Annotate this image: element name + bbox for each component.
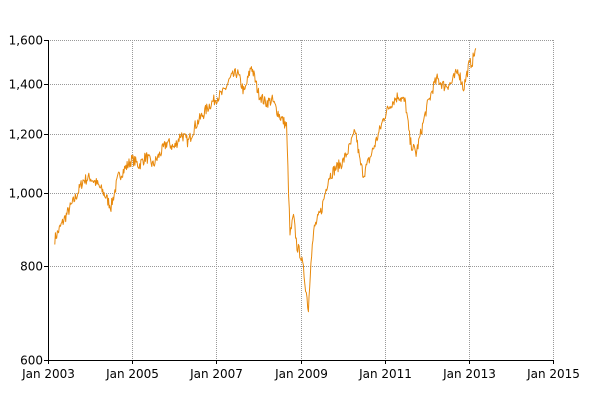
series-line bbox=[54, 48, 477, 313]
x-tick-label: Jan 2011 bbox=[358, 367, 412, 381]
x-tick-label: Jan 2009 bbox=[274, 367, 328, 381]
y-tick-label: 1,600 bbox=[9, 34, 43, 48]
series-layer bbox=[54, 48, 477, 313]
x-tick-label: Jan 2013 bbox=[442, 367, 496, 381]
y-tick-label: 600 bbox=[20, 354, 43, 368]
y-tick-label: 1,400 bbox=[9, 78, 43, 92]
tick-labels: Jan 2003 Jan 2005 Jan 2007 Jan 2009 Jan 2011… bbox=[9, 34, 580, 382]
x-tick-label: Jan 2015 bbox=[526, 367, 580, 381]
x-tick-label: Jan 2003 bbox=[21, 367, 75, 381]
x-tick-label: Jan 2005 bbox=[105, 367, 159, 381]
y-tick-label: 1,000 bbox=[9, 187, 43, 201]
axes bbox=[44, 40, 554, 364]
y-tick-label: 800 bbox=[20, 260, 43, 274]
y-tick-label: 1,200 bbox=[9, 128, 43, 142]
x-tick-label: Jan 2007 bbox=[189, 367, 243, 381]
